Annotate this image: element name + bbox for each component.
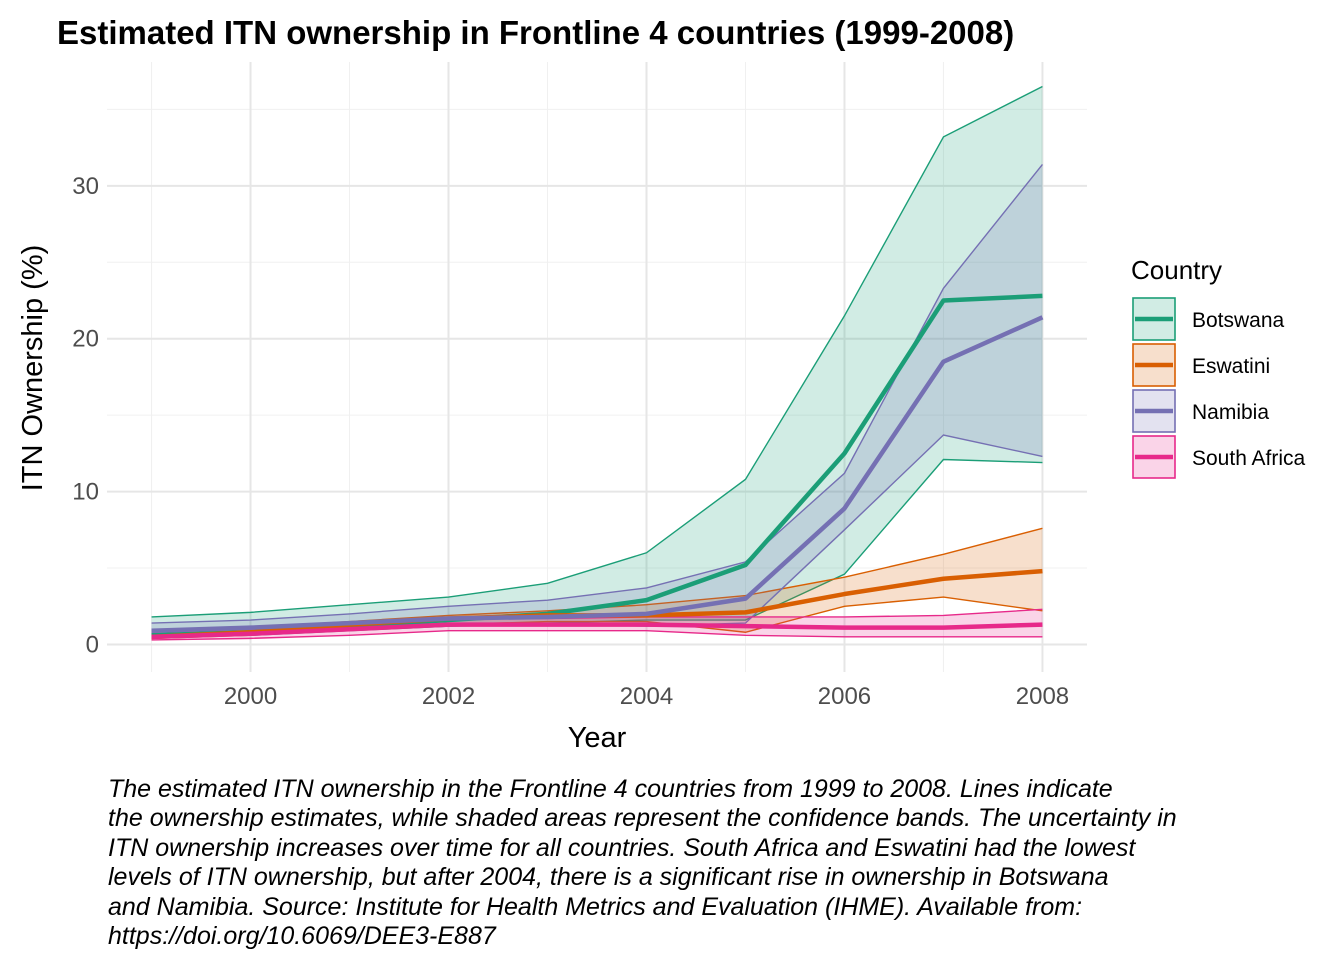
upper-bound-botswana [151, 85, 1043, 618]
line-south-africa [151, 622, 1043, 640]
x-axis-label: Year [568, 722, 627, 754]
chart-title: Estimated ITN ownership in Frontline 4 c… [57, 14, 1014, 51]
x-axis-ticks: 2000 2002 2004 2006 2008 [224, 683, 1069, 710]
x-tick-label: 2002 [422, 683, 475, 710]
legend-item-south-africa: South Africa [1132, 435, 1306, 479]
band-namibia [151, 164, 1043, 636]
legend-title: Country [1131, 255, 1222, 285]
band-botswana [151, 86, 1043, 637]
band-eswatini [151, 528, 1043, 639]
lower-bound-south-africa [151, 630, 1043, 641]
legend-item-botswana: Botswana [1132, 297, 1285, 341]
legend-label-eswatini: Eswatini [1192, 355, 1270, 378]
legend: Country Botswana Eswatini Namibia South Afr… [1131, 255, 1306, 479]
x-tick-label: 2008 [1016, 683, 1069, 710]
x-tick-label: 2000 [224, 683, 277, 710]
x-tick-label: 2006 [818, 683, 871, 710]
line-namibia [151, 315, 1044, 633]
y-tick-label: 30 [72, 173, 99, 200]
y-tick-label: 20 [72, 326, 99, 353]
series-lines [151, 293, 1044, 640]
y-tick-label: 10 [72, 479, 99, 506]
legend-label-namibia: Namibia [1192, 401, 1269, 424]
y-tick-label: 0 [86, 631, 99, 658]
legend-label-south-africa: South Africa [1192, 447, 1306, 470]
legend-item-eswatini: Eswatini [1132, 343, 1270, 387]
x-tick-label: 2004 [620, 683, 673, 710]
grid [107, 62, 1087, 672]
figure-caption: The estimated ITN ownership in the Front… [108, 775, 1177, 951]
legend-label-botswana: Botswana [1192, 309, 1285, 332]
legend-item-namibia: Namibia [1132, 389, 1269, 433]
confidence-bands [151, 85, 1044, 641]
y-axis-label: ITN Ownership (%) [17, 245, 49, 492]
y-axis-ticks: 0 10 20 30 [72, 173, 99, 659]
